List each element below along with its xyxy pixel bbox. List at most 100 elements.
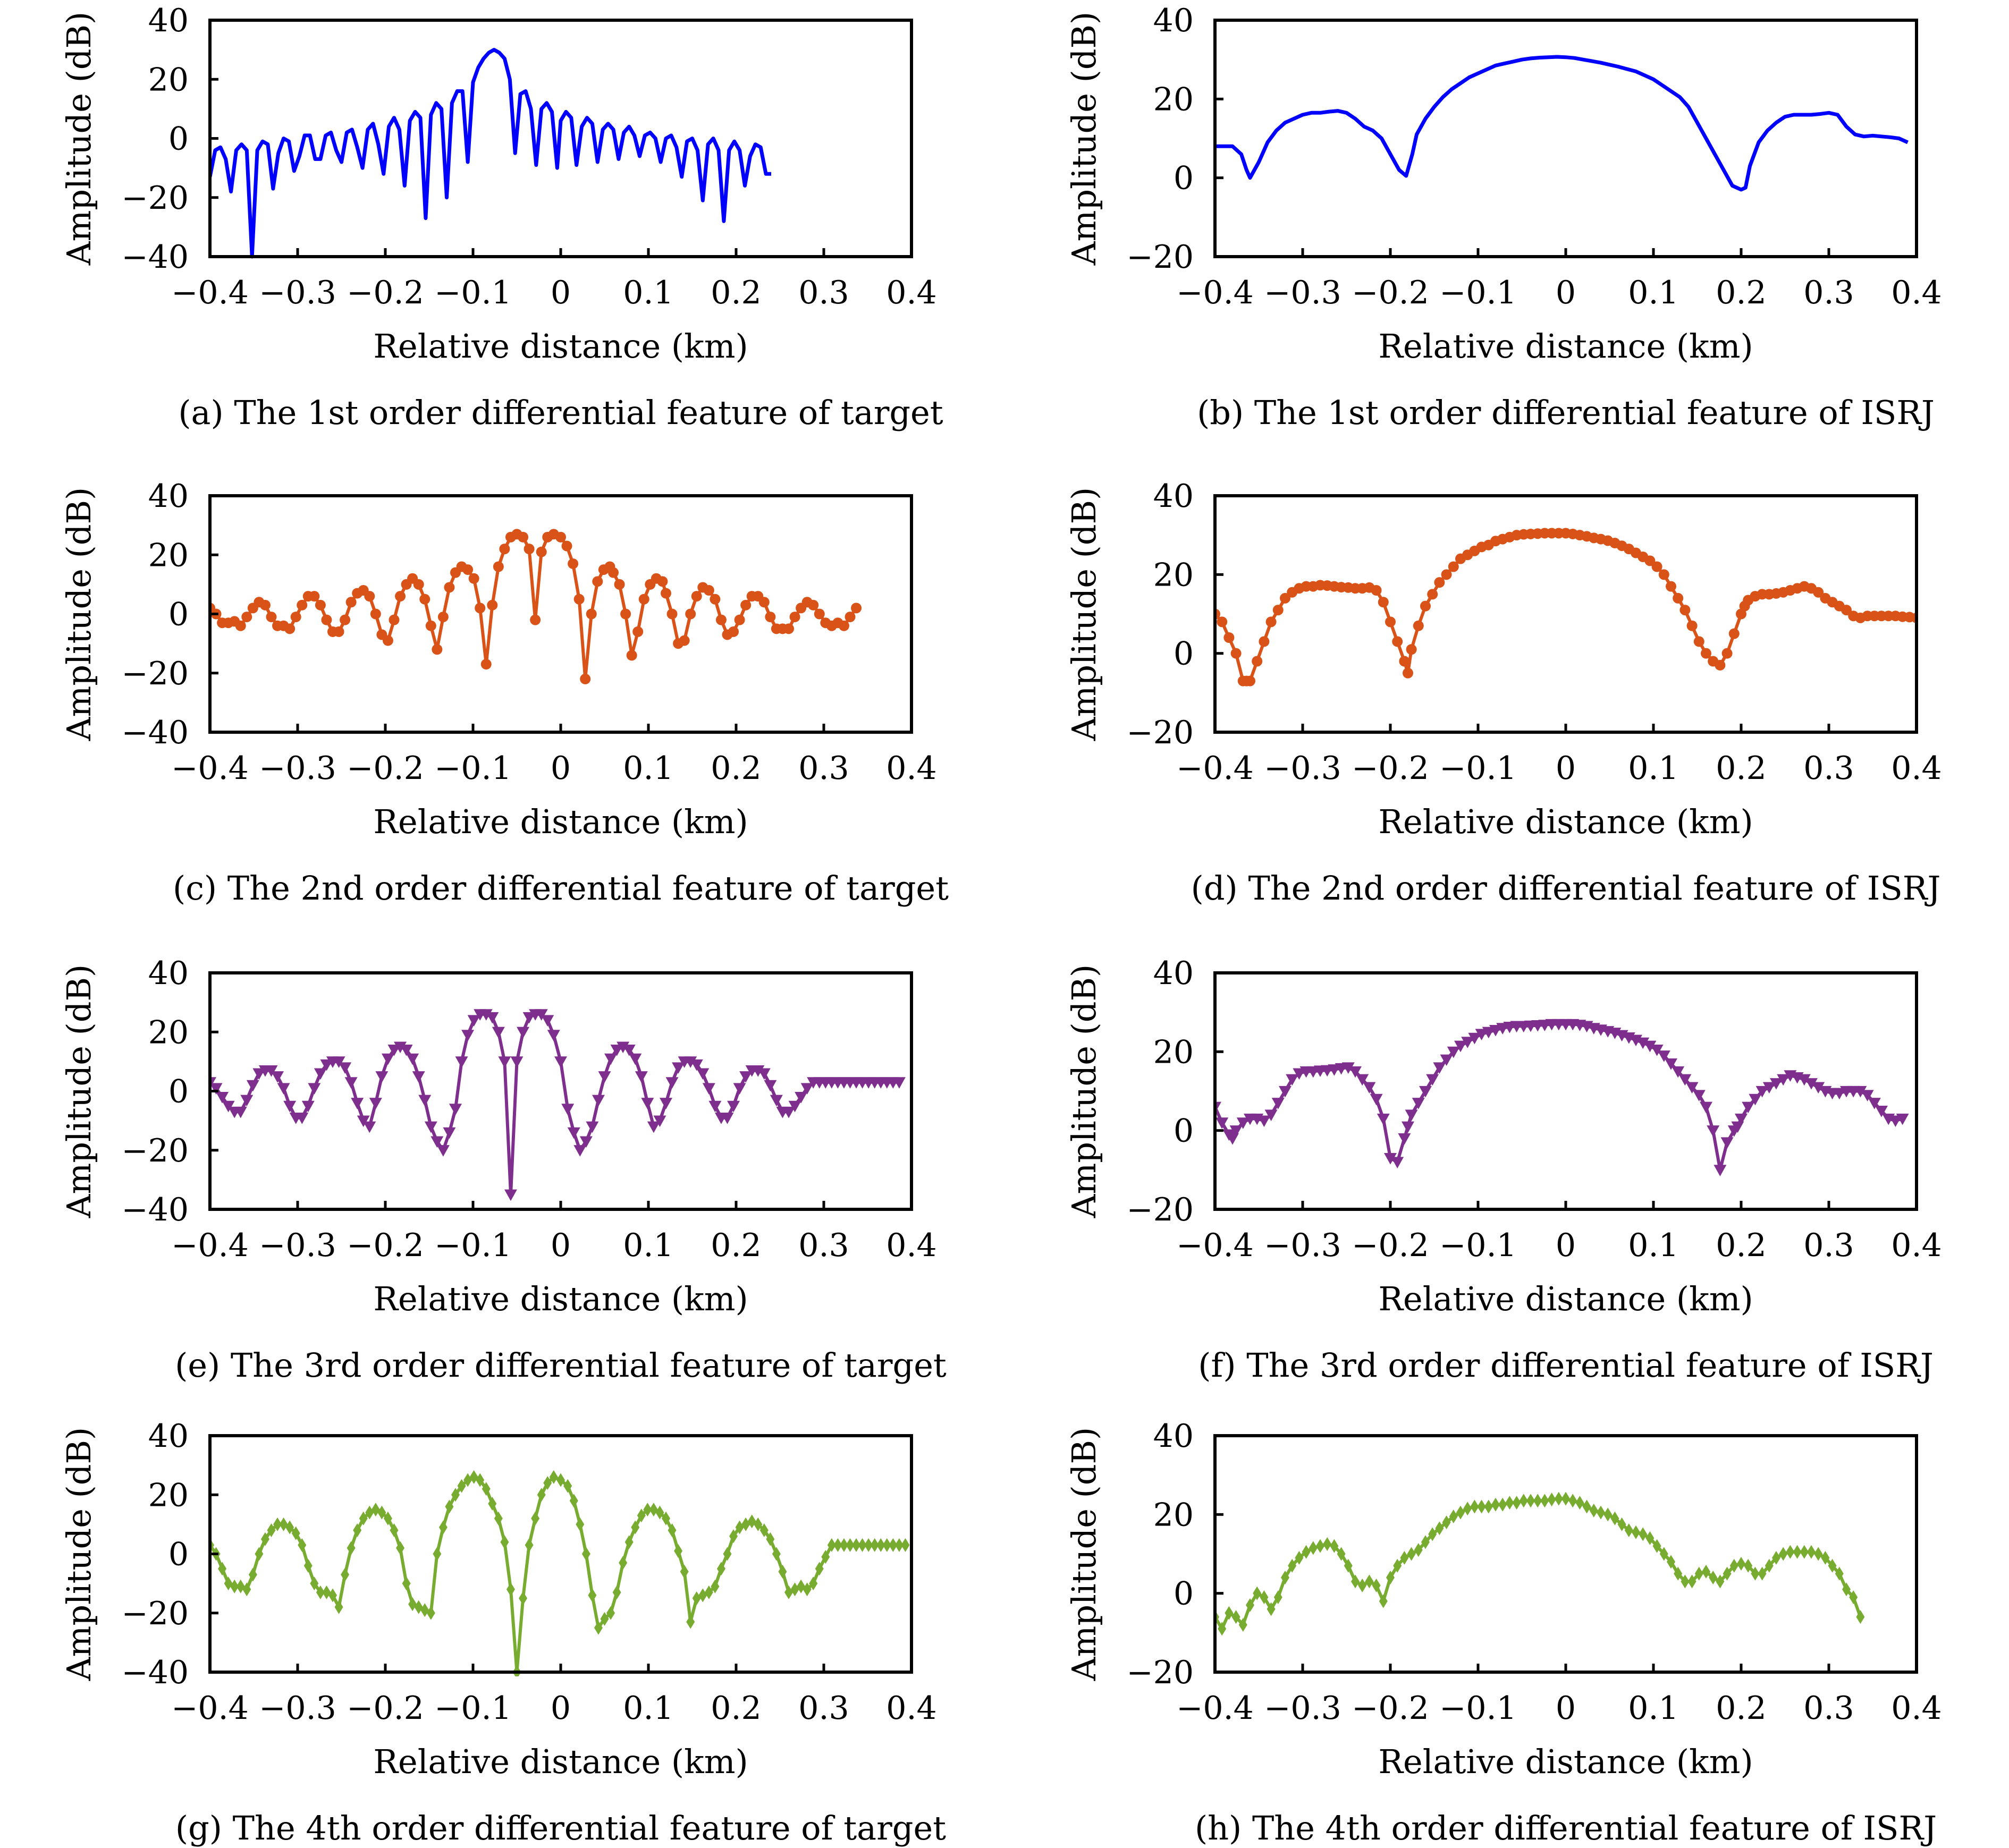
data-point (1505, 1496, 1514, 1510)
data-point (586, 608, 597, 620)
data-point (535, 1009, 548, 1021)
data-point (449, 1104, 462, 1115)
x-tick-label: −0.2 (347, 1227, 424, 1264)
data-point (657, 576, 668, 587)
data-point (1468, 1032, 1481, 1045)
data-point (1407, 1547, 1416, 1561)
y-tick-label: 40 (1153, 955, 1194, 992)
data-point (1693, 636, 1704, 647)
data-point (1393, 1558, 1402, 1573)
x-axis-label: Relative distance (km) (373, 327, 748, 366)
data-point (1674, 1566, 1683, 1581)
data-point (1238, 1618, 1247, 1632)
data-point (383, 1511, 392, 1525)
data-point (1702, 1564, 1710, 1579)
data-point (291, 1526, 300, 1540)
data-point (876, 1538, 885, 1552)
data-point (1842, 1582, 1851, 1597)
x-tick-label: 0.4 (886, 1690, 936, 1727)
data-point (1236, 1117, 1250, 1129)
data-point (1286, 1074, 1299, 1086)
data-point (1679, 605, 1691, 616)
data-point (556, 1473, 565, 1487)
data-point (345, 597, 357, 608)
y-tick-label: −40 (121, 1654, 189, 1691)
data-point (541, 1015, 554, 1027)
data-point (741, 1517, 750, 1531)
x-tick-label: 0.2 (1716, 750, 1766, 787)
data-point (1377, 1113, 1390, 1125)
series-line-isrj-3rd-order (1215, 1022, 1903, 1172)
series-line-isrj-4th-order (1215, 1497, 1862, 1631)
x-tick-label: −0.3 (259, 274, 336, 311)
data-point (1540, 1494, 1549, 1508)
data-point (480, 659, 492, 670)
x-tick-label: −0.2 (1352, 750, 1429, 787)
x-tick-label: 0.2 (711, 1690, 761, 1727)
data-point (1434, 577, 1445, 588)
y-axis-label: Amplitude (dB) (60, 12, 98, 266)
data-point (1427, 589, 1438, 600)
data-point (894, 0, 905, 5)
x-tick-label: −0.3 (259, 750, 336, 787)
data-point (1349, 1066, 1362, 1078)
data-point (1673, 592, 1684, 604)
data-point (1260, 1590, 1269, 1605)
data-point (617, 1041, 630, 1054)
data-point (1729, 1558, 1738, 1573)
x-tick-label: −0.4 (1176, 1690, 1254, 1727)
data-point (488, 1496, 497, 1511)
data-point (1384, 1152, 1397, 1165)
x-tick-label: 0.1 (1628, 274, 1678, 311)
data-point (674, 1544, 683, 1558)
series-line-target-1st-order (210, 48, 771, 259)
data-point (797, 1579, 806, 1593)
data-point (1341, 1062, 1355, 1074)
data-point (531, 1511, 540, 1525)
data-point (1652, 1539, 1661, 1553)
data-point (863, 0, 874, 5)
data-point (788, 1100, 801, 1113)
data-point (1639, 1527, 1648, 1541)
data-point (1218, 1622, 1227, 1636)
data-point (230, 1579, 239, 1593)
data-point (504, 1189, 517, 1201)
data-point (506, 1582, 515, 1597)
data-point (1386, 1571, 1395, 1584)
data-point (273, 1517, 282, 1531)
data-point (592, 1095, 605, 1107)
data-point (1477, 1499, 1486, 1514)
data-point (1358, 1578, 1367, 1592)
data-point (518, 531, 529, 542)
data-point (301, 1100, 315, 1113)
data-point (444, 582, 455, 593)
data-point (1875, 1105, 1888, 1117)
data-point (1744, 1558, 1753, 1573)
data-point (340, 614, 351, 625)
data-point (770, 1095, 783, 1107)
data-point (1749, 1093, 1762, 1106)
data-point (353, 1523, 362, 1537)
data-point (341, 1567, 350, 1582)
data-point (1264, 1109, 1278, 1121)
y-tick-label: −20 (121, 1132, 189, 1169)
data-point (234, 1106, 247, 1118)
data-point (222, 1100, 235, 1113)
data-point (1223, 632, 1235, 643)
data-point (1392, 636, 1403, 647)
data-point (1793, 1545, 1802, 1559)
data-point (381, 1053, 394, 1065)
x-tick-label: −0.3 (1264, 1227, 1341, 1264)
data-point (1797, 1074, 1811, 1086)
data-point (283, 1100, 297, 1113)
data-point (739, 1071, 753, 1083)
data-point (1519, 1494, 1528, 1508)
x-tick-label: −0.3 (1264, 750, 1341, 787)
data-point (1709, 1571, 1718, 1584)
x-tick-label: 0.4 (1891, 274, 1942, 311)
data-point (1645, 1531, 1655, 1545)
data-point (1399, 656, 1410, 667)
data-point (619, 1556, 628, 1570)
data-point (833, 1538, 842, 1552)
data-point (754, 1517, 763, 1531)
